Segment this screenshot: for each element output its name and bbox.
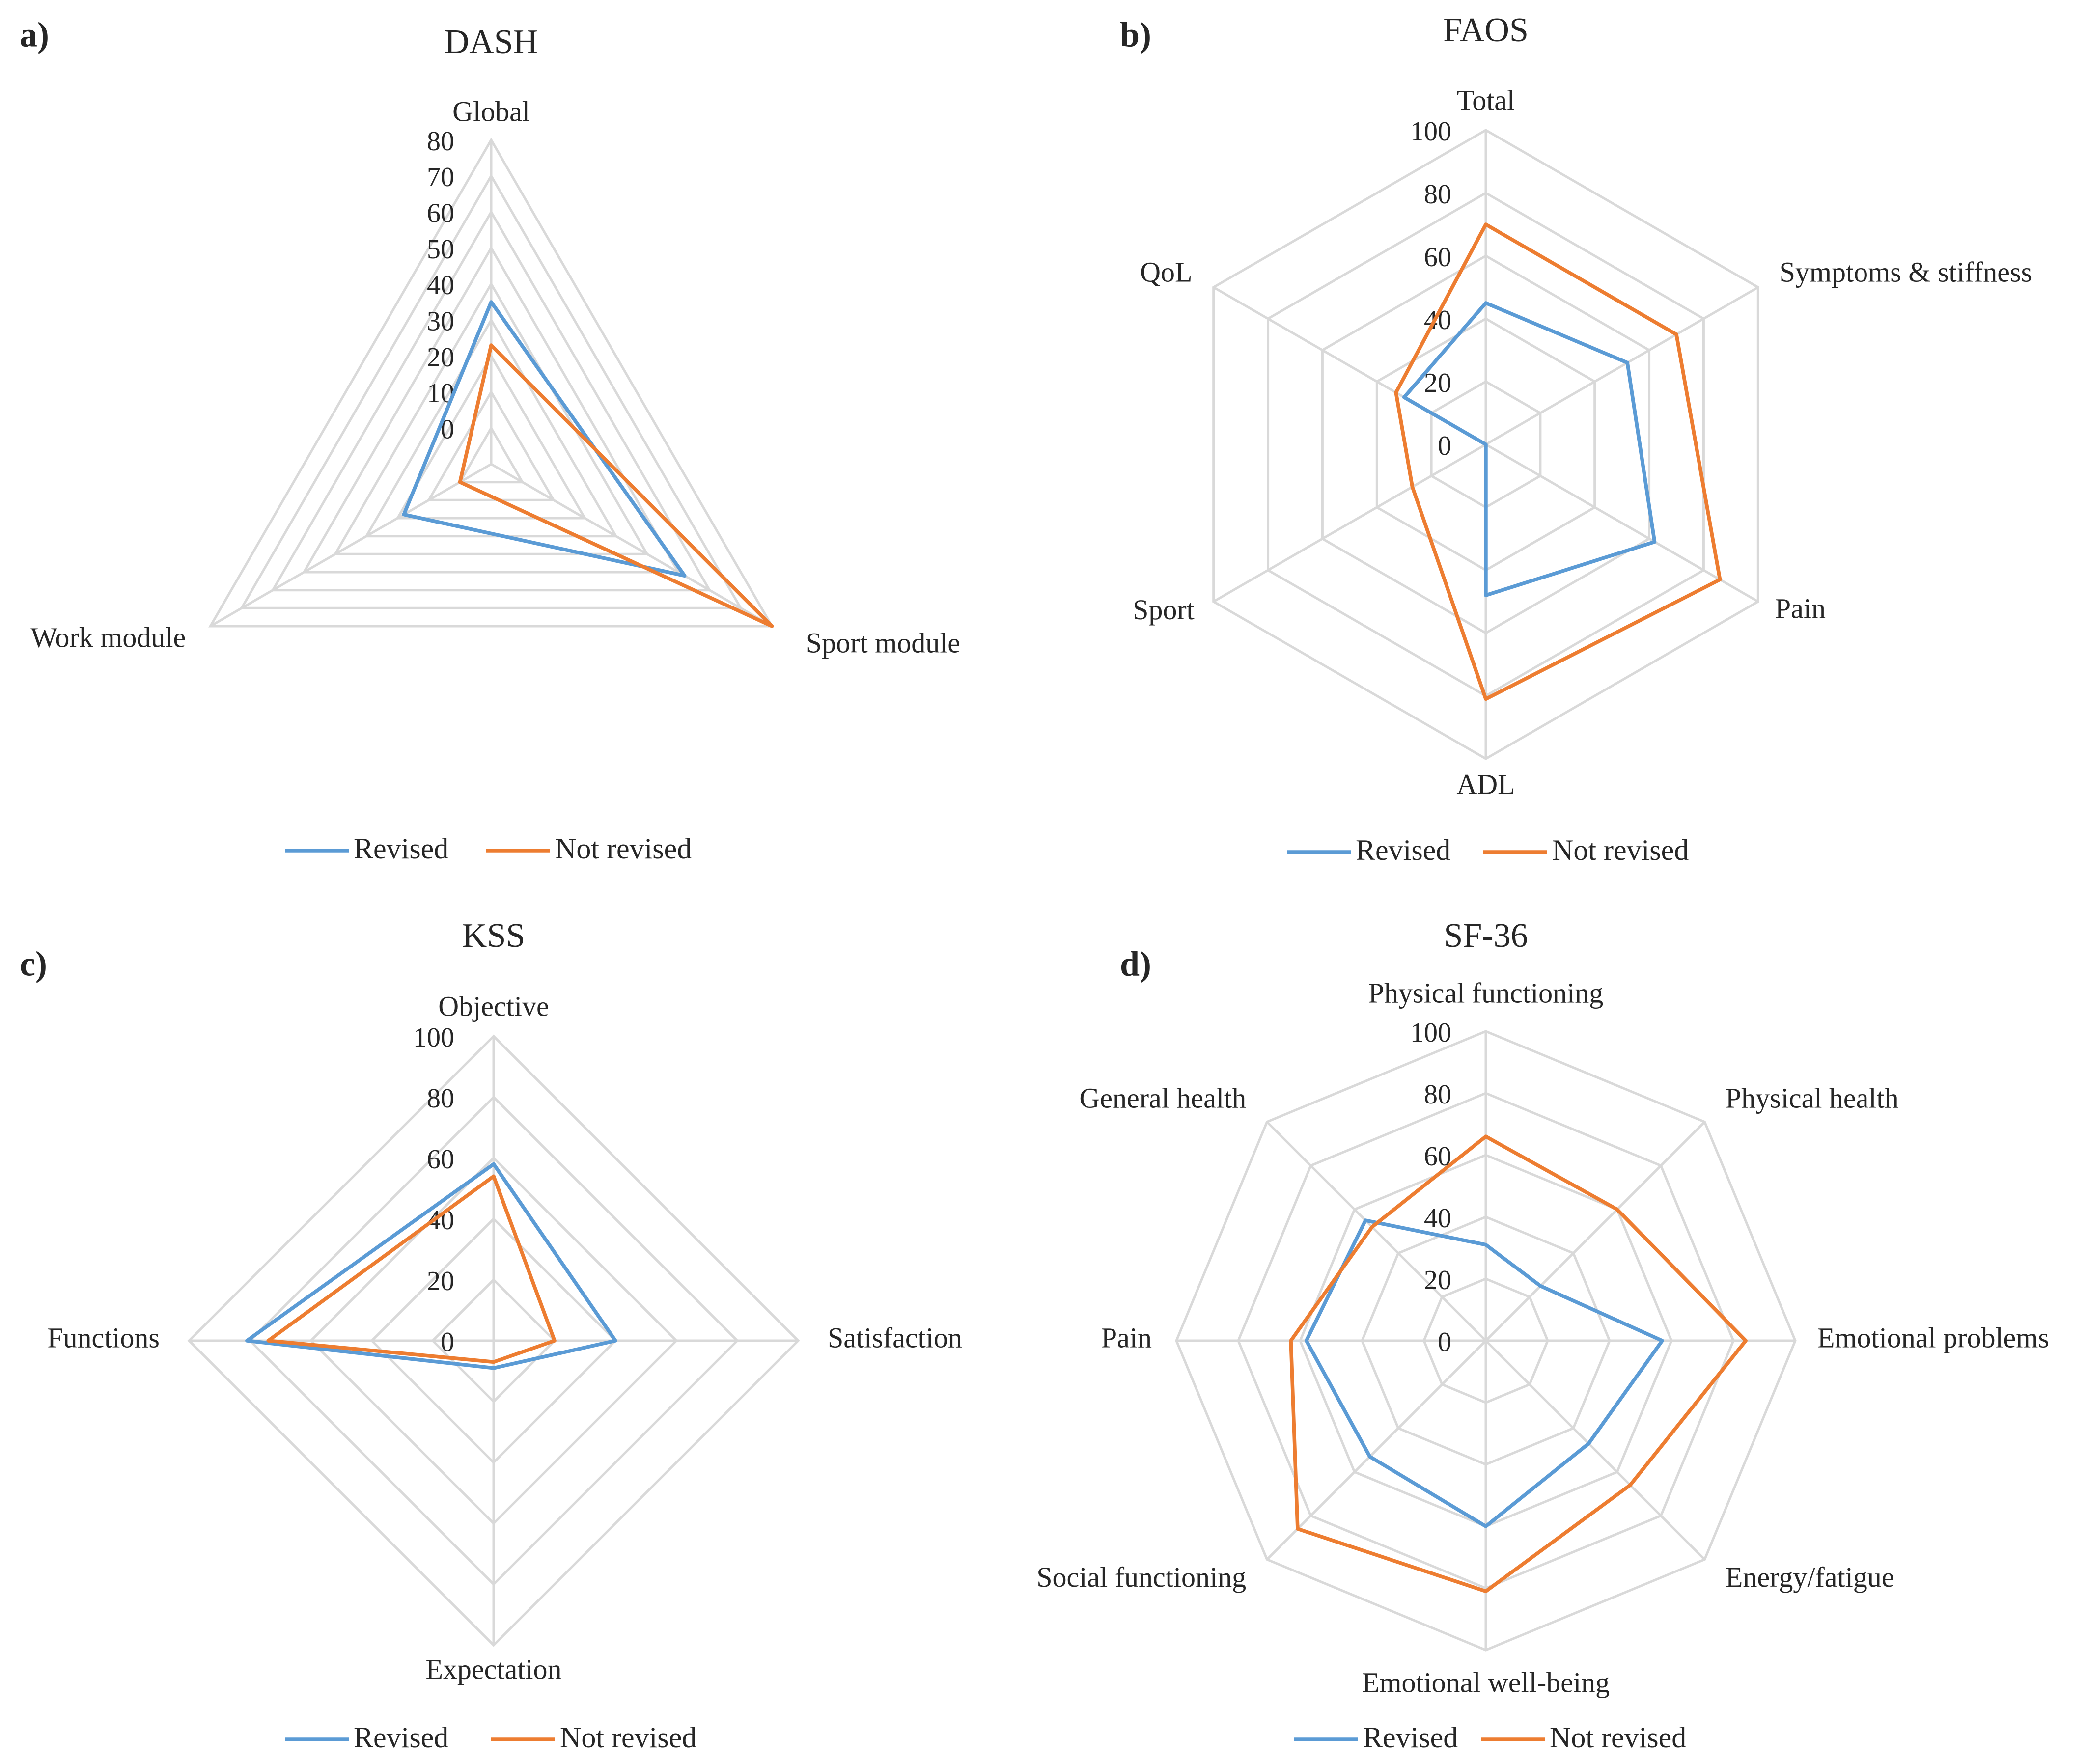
tick-label: 70 [427, 162, 454, 193]
legend-label: Not revised [1552, 834, 1689, 866]
category-label: Expectation [425, 1653, 561, 1685]
category-label: Physical functioning [1368, 977, 1603, 1009]
series-line-not-revised [1394, 222, 1722, 701]
legend-label: Revised [354, 832, 448, 865]
tick-label: 40 [427, 270, 454, 301]
category-label: Physical health [1726, 1082, 1899, 1114]
tick-label: 0 [1438, 431, 1451, 461]
radar-panel-2: c)KSS020406080100ObjectiveSatisfactionEx… [20, 917, 962, 1754]
category-label: Emotional problems [1817, 1322, 2049, 1353]
series-line-not-revised [458, 343, 774, 628]
tick-label: 20 [1424, 1265, 1451, 1295]
tick-label: 100 [1410, 116, 1451, 147]
grid-spoke [1266, 1121, 1487, 1342]
category-label: Emotional well-being [1362, 1666, 1610, 1698]
category-label: Energy/fatigue [1726, 1561, 1894, 1593]
tick-label: 100 [1410, 1018, 1451, 1048]
tick-label: 50 [427, 234, 454, 265]
grid-spoke [1485, 1121, 1706, 1342]
series-line-not-revised [1289, 1134, 1748, 1594]
category-label: Satisfaction [828, 1322, 962, 1353]
grid-ring [208, 138, 774, 628]
tick-label: 80 [1424, 1079, 1451, 1110]
series-line-revised [1304, 1218, 1664, 1528]
series-line-revised [1402, 301, 1657, 597]
grid-ring [271, 209, 712, 592]
series-line-revised [245, 1162, 617, 1370]
series-line-revised [402, 300, 687, 578]
grid-ring [426, 389, 556, 501]
legend-label: Revised [1363, 1721, 1458, 1754]
grid-spoke [1485, 286, 1759, 446]
tick-label: 100 [413, 1022, 454, 1053]
category-label: Objective [438, 990, 549, 1022]
grid-spoke [1213, 443, 1487, 603]
category-label: General health [1079, 1082, 1246, 1114]
legend: Revised Not revised [285, 832, 692, 865]
grid-spoke [1266, 1340, 1487, 1561]
category-label: Sport module [806, 627, 960, 659]
category-label: Symptoms & stiffness [1780, 256, 2032, 288]
category-label: Pain [1101, 1322, 1152, 1353]
tick-label: 20 [1424, 368, 1451, 398]
grid-ring [333, 281, 649, 555]
tick-label: 60 [1424, 242, 1451, 273]
chart-title: SF-36 [1444, 917, 1528, 955]
category-label: Total [1457, 84, 1515, 116]
grid-ring [302, 246, 681, 574]
panel-letter: b) [1120, 15, 1151, 55]
category-label: Pain [1775, 592, 1826, 624]
tick-label: 80 [1424, 179, 1451, 210]
grid-spoke [1485, 443, 1759, 603]
legend: Revised Not revised [1287, 834, 1689, 866]
legend: Revised Not revised [1294, 1721, 1686, 1754]
tick-label: 20 [427, 342, 454, 373]
legend-label: Not revised [1550, 1721, 1686, 1754]
tick-label: 80 [427, 126, 454, 157]
grid-ring [364, 317, 618, 538]
panel-letter: a) [20, 15, 49, 55]
tick-label: 0 [441, 1327, 454, 1357]
legend-label: Revised [1356, 834, 1450, 866]
series-line-not-revised [266, 1174, 557, 1364]
category-label: Functions [47, 1322, 160, 1353]
chart-title: FAOS [1443, 11, 1529, 49]
legend-label: Not revised [555, 832, 692, 865]
grid-spoke [210, 463, 492, 628]
tick-label: 30 [427, 306, 454, 337]
grid-spoke [490, 463, 773, 628]
tick-label: 0 [1438, 1327, 1451, 1357]
category-label: Social functioning [1036, 1561, 1246, 1593]
tick-label: 80 [427, 1083, 454, 1114]
grid-spoke [1485, 1340, 1706, 1561]
legend-label: Revised [354, 1721, 448, 1754]
legend-label: Not revised [560, 1721, 696, 1754]
grid-ring [458, 425, 525, 484]
chart-title: KSS [462, 917, 525, 955]
legend: Revised Not revised [285, 1721, 696, 1754]
grid-ring [239, 173, 743, 609]
category-label: Sport [1133, 594, 1195, 626]
panel-letter: c) [20, 944, 47, 984]
tick-label: 60 [427, 1144, 454, 1175]
grid-ring [395, 353, 587, 520]
tick-label: 20 [427, 1266, 454, 1296]
panel-letter: d) [1120, 944, 1151, 984]
category-label: Global [452, 95, 530, 127]
tick-label: 60 [427, 198, 454, 229]
tick-label: 40 [1424, 1203, 1451, 1234]
category-label: QoL [1140, 256, 1192, 288]
chart-title: DASH [445, 23, 538, 61]
category-label: ADL [1456, 768, 1515, 800]
category-label: Work module [30, 621, 186, 653]
